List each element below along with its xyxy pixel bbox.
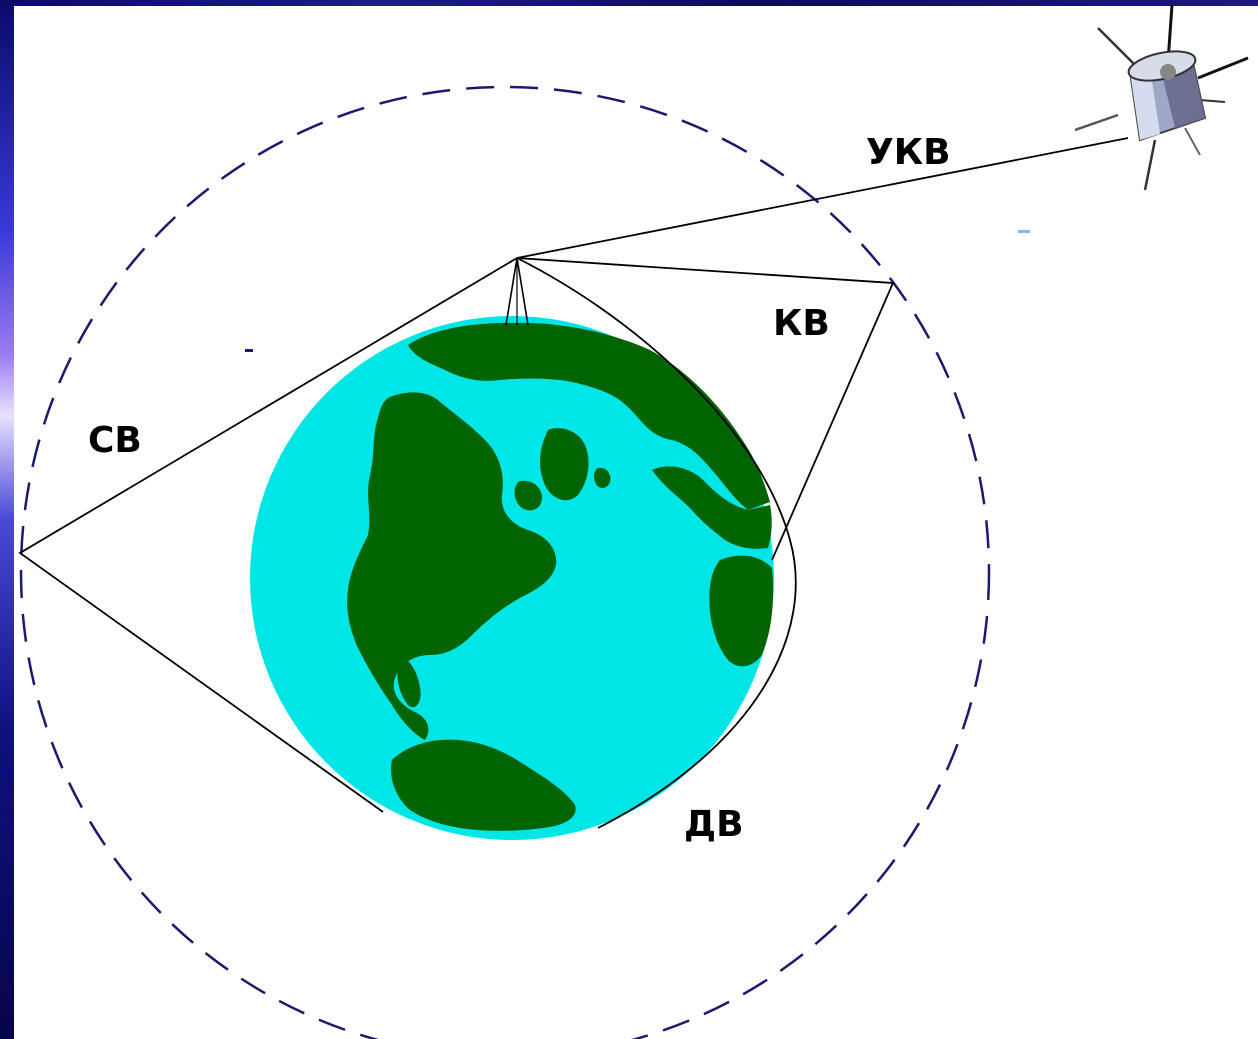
slide-frame-left	[0, 0, 14, 1039]
island-1	[514, 480, 543, 511]
dv-ray	[516, 257, 797, 829]
central-america	[397, 655, 421, 708]
slide-frame-top	[0, 0, 1258, 6]
stray-mark	[245, 349, 253, 352]
greenland	[540, 428, 589, 501]
sv-ray	[18, 257, 518, 813]
label-ukv: УКВ	[866, 132, 951, 173]
stray-mark	[1018, 230, 1030, 233]
label-dv: ДВ	[684, 804, 744, 845]
kv-ray	[516, 257, 895, 561]
satellite-icon	[1074, 4, 1249, 191]
south-america	[390, 739, 576, 831]
label-sv: СВ	[88, 420, 142, 461]
africa	[709, 555, 774, 667]
label-kv: КВ	[773, 303, 830, 344]
island-2	[594, 467, 611, 488]
north-america	[347, 392, 557, 740]
arctic-landmass	[408, 322, 770, 510]
ukv-ray	[516, 137, 1129, 259]
earth-globe	[250, 316, 774, 840]
ionosphere-boundary	[19, 85, 991, 1039]
antenna-tower-icon	[505, 257, 529, 326]
europe	[652, 466, 772, 549]
